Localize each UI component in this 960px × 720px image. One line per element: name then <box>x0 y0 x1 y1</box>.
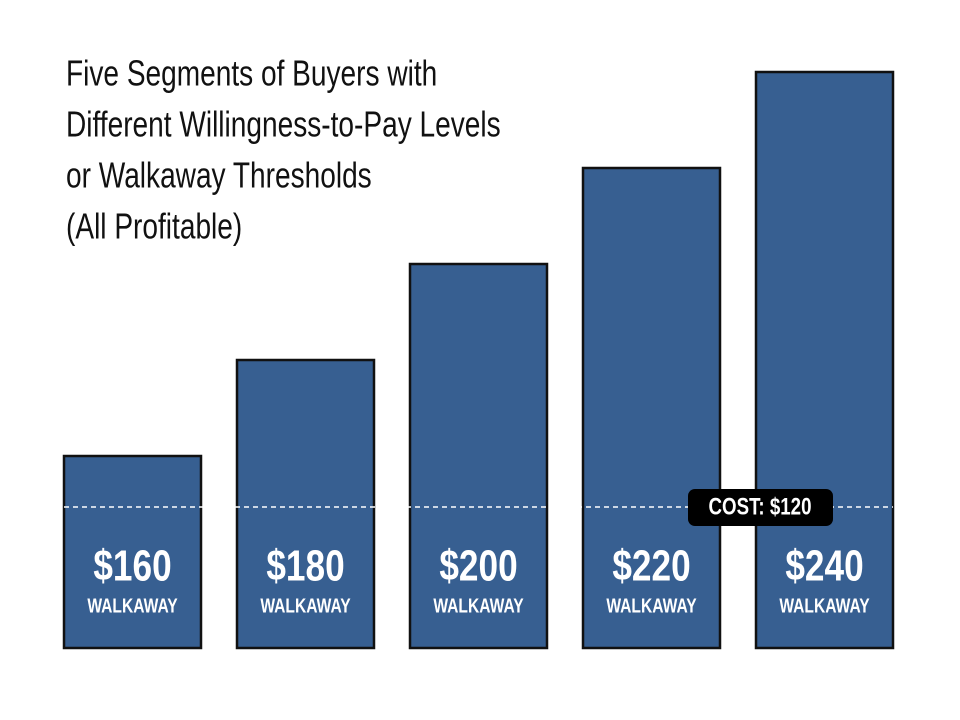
category-label: WALKAWAY <box>606 594 696 616</box>
category-label: WALKAWAY <box>779 594 869 616</box>
annotation-box <box>688 489 833 526</box>
bar <box>754 70 895 650</box>
value-label: $220 <box>612 542 690 591</box>
value-label: $180 <box>266 542 344 591</box>
bar <box>235 358 376 650</box>
bar <box>62 454 203 650</box>
value-label: $160 <box>93 542 171 591</box>
value-label: $240 <box>785 542 863 591</box>
value-label: $200 <box>439 542 517 591</box>
bar <box>408 262 549 650</box>
title-line: Five Segments of Buyers with <box>66 53 437 93</box>
title-line: or Walkaway Thresholds <box>66 155 372 195</box>
bar <box>581 166 722 650</box>
title-line: (All Profitable) <box>66 206 242 246</box>
category-label: WALKAWAY <box>433 594 523 616</box>
category-label: WALKAWAY <box>260 594 350 616</box>
title-line: Different Willingness-to-Pay Levels <box>66 104 501 144</box>
title: Five Segments of Buyers with Different Wi… <box>66 53 501 246</box>
annotation: COST: $120 <box>709 493 812 520</box>
category-label: WALKAWAY <box>87 594 177 616</box>
